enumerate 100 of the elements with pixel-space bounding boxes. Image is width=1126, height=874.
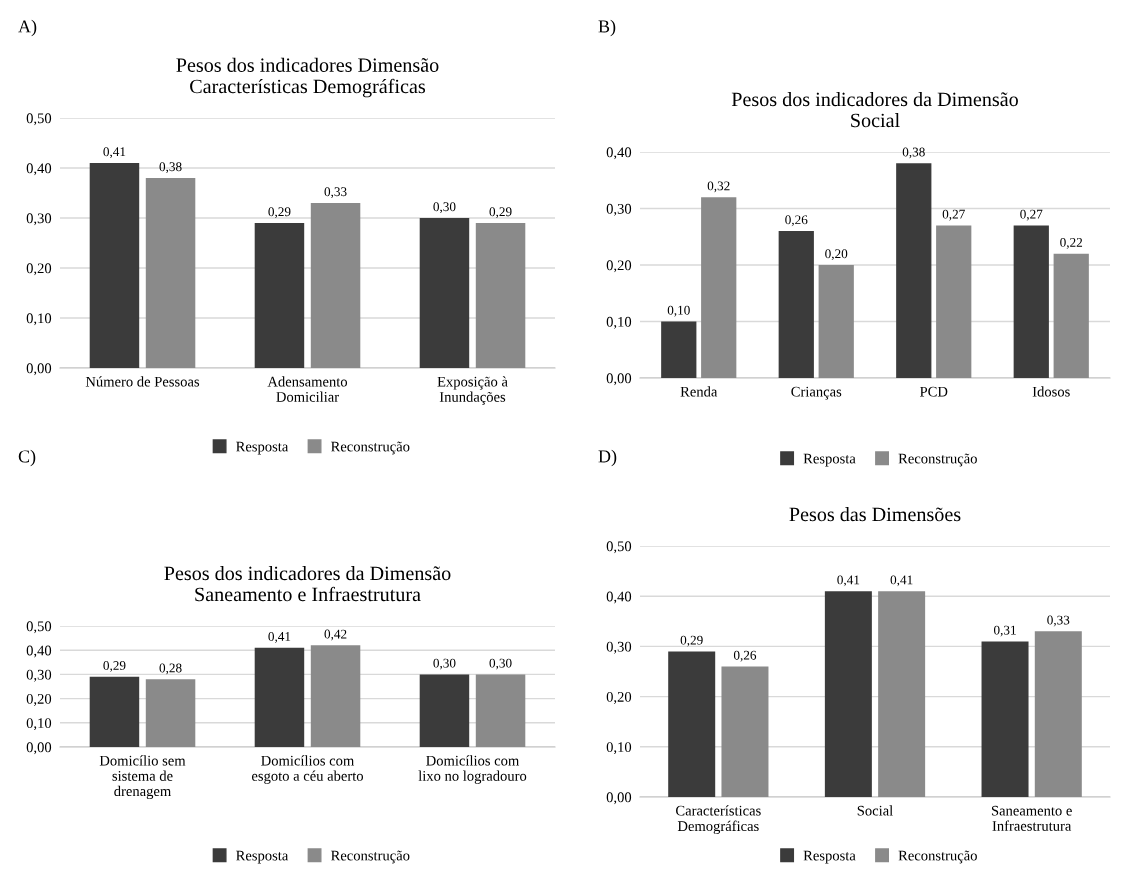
bar [89, 676, 140, 747]
data-label: 0,38 [902, 147, 925, 159]
data-label: 0,31 [993, 625, 1016, 637]
y-tick-label: 0,50 [606, 541, 632, 554]
x-tick-label: Idosos [1032, 386, 1070, 397]
legend-label: Reconstrução [898, 453, 977, 467]
data-label: 0,29 [680, 635, 703, 647]
y-tick-label: 0,10 [606, 316, 632, 329]
x-tick-label: Exposição à Inundações [437, 376, 508, 405]
bar [981, 641, 1029, 797]
data-label: 0,10 [667, 305, 690, 317]
x-tick-label: Crianças [791, 386, 842, 400]
legend-label: Reconstrução [331, 441, 410, 455]
y-tick-label: 0,40 [606, 147, 632, 160]
bar [661, 321, 697, 378]
data-label: 0,38 [159, 162, 182, 174]
data-label: 0,30 [433, 658, 456, 670]
x-tick-label: Adensamento Domiciliar [267, 376, 348, 402]
y-tick-label: 0,00 [26, 363, 52, 376]
bar [1034, 631, 1082, 797]
y-tick-label: 0,30 [606, 203, 632, 216]
legend-label: Reconstrução [898, 850, 977, 864]
bar [778, 231, 814, 378]
data-label: 0,30 [489, 658, 512, 670]
chart-title: Pesos dos indicadores Dimensão Características Demográficas [176, 57, 439, 98]
y-tick-label: 0,30 [606, 641, 632, 654]
x-tick-label: Características Demográficas [676, 805, 761, 835]
data-label: 0,41 [268, 632, 291, 643]
text: B) [598, 19, 616, 37]
bar [824, 591, 872, 797]
text: A) [18, 19, 37, 37]
bar [936, 225, 972, 378]
bar [878, 591, 926, 797]
data-label: 0,29 [103, 661, 126, 672]
y-tick-label: 0,10 [26, 718, 52, 731]
x-tick-label: Social [857, 805, 893, 816]
x-tick-label: Número de Pessoas [85, 376, 200, 387]
y-tick-label: 0,20 [606, 260, 632, 273]
y-tick-label: 0,00 [26, 742, 52, 755]
y-tick-label: 0,00 [606, 792, 632, 805]
y-tick-label: 0,20 [26, 693, 52, 706]
bar [1013, 225, 1049, 378]
data-label: 0,41 [890, 575, 913, 587]
legend-label: Resposta [803, 850, 856, 864]
data-label: 0,41 [103, 147, 126, 159]
bar [896, 163, 932, 378]
bar [145, 679, 196, 747]
y-tick-label: 0,40 [26, 163, 52, 176]
data-label: 0,29 [268, 207, 291, 219]
bar [254, 647, 305, 747]
legend-label: Resposta [236, 850, 289, 864]
y-tick-label: 0,40 [606, 591, 632, 604]
bar [419, 674, 470, 747]
bar [419, 218, 470, 368]
data-label: 0,33 [324, 187, 347, 199]
data-label: 0,33 [1047, 615, 1070, 627]
x-tick-label: Saneamento e Infraestrutura [991, 805, 1072, 831]
text: D) [598, 449, 617, 467]
chart-title: Pesos das Dimensões [789, 507, 961, 522]
data-label: 0,26 [733, 650, 757, 662]
bar [310, 645, 361, 747]
data-label: 0,22 [1060, 237, 1083, 249]
data-label: 0,27 [942, 209, 965, 221]
y-tick-label: 0,50 [26, 621, 52, 634]
bar [1053, 253, 1089, 378]
y-tick-label: 0,00 [606, 373, 632, 386]
chart-title: Pesos dos indicadores da Dimensão Social [731, 91, 1018, 128]
bar [818, 265, 854, 378]
bar [475, 223, 526, 368]
y-tick-label: 0,10 [606, 742, 632, 755]
legend-label: Resposta [803, 453, 856, 467]
y-tick-label: 0,20 [606, 691, 632, 704]
bar [254, 223, 305, 368]
y-tick-label: 0,40 [26, 645, 52, 658]
data-label: 0,41 [837, 575, 860, 587]
bar [475, 674, 526, 747]
bar [668, 651, 716, 797]
text: C) [18, 449, 36, 467]
y-tick-label: 0,20 [26, 263, 52, 276]
data-label: 0,27 [1020, 209, 1043, 221]
x-tick-label: Renda [680, 386, 718, 397]
x-tick-label: Domicílios com esgoto a céu aberto [251, 755, 364, 784]
bar [701, 197, 737, 378]
data-label: 0,32 [707, 181, 730, 193]
y-tick-label: 0,30 [26, 213, 52, 226]
legend-label: Reconstrução [331, 850, 410, 864]
x-tick-label: Domicílio sem sistema de drenagem [99, 755, 186, 800]
bar [145, 178, 196, 368]
data-label: 0,42 [324, 629, 347, 641]
bar [89, 163, 140, 368]
data-label: 0,30 [433, 202, 456, 214]
y-tick-label: 0,10 [26, 313, 52, 326]
data-label: 0,26 [785, 215, 808, 227]
chart-title: Pesos dos indicadores da Dimensão Saneamento e Infraestrutura [164, 565, 451, 602]
data-label: 0,20 [825, 249, 848, 261]
y-tick-label: 0,30 [26, 669, 52, 682]
data-label: 0,28 [159, 663, 182, 675]
bar [310, 203, 361, 368]
data-label: 0,29 [489, 207, 512, 219]
legend-label: Resposta [236, 441, 289, 455]
